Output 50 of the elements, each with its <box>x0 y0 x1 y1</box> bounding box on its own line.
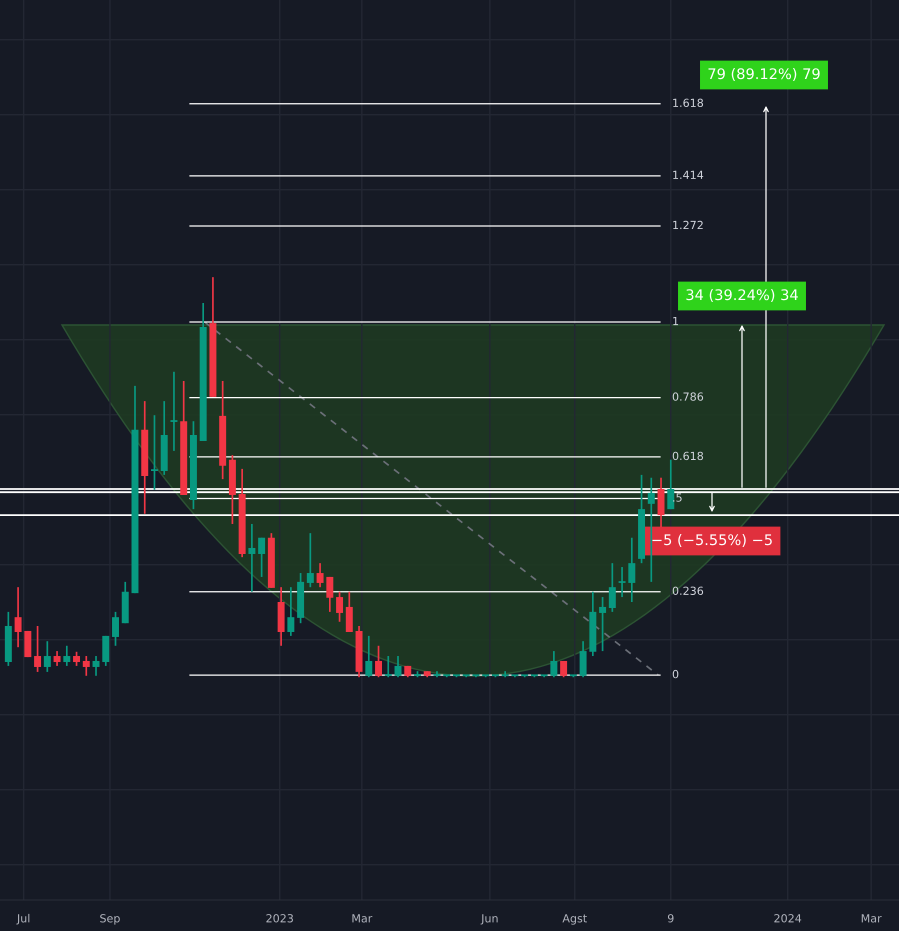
candlestick <box>73 650 80 667</box>
x-tick-label: Sep <box>100 914 120 925</box>
annotation: 34 (39.24%) 34 <box>686 288 798 302</box>
ref-line-label: 0.786 <box>672 392 704 401</box>
candlestick <box>258 536 266 578</box>
candlestick <box>394 655 402 678</box>
candlestick <box>54 650 61 667</box>
candlestick <box>44 640 51 673</box>
candlestick <box>170 370 178 452</box>
candlestick <box>326 576 334 613</box>
candlestick <box>248 523 256 593</box>
candlestick <box>628 536 636 603</box>
candlestick <box>365 635 372 678</box>
ref-line-label: 1.272 <box>673 220 703 230</box>
ref-line-label: 1 <box>673 316 678 326</box>
candlestick <box>150 414 158 491</box>
ref-line-label: 1.414 <box>673 170 704 179</box>
candlestick <box>384 655 392 678</box>
x-tick-label: 2024 <box>774 914 802 922</box>
x-tick-label: 2023 <box>266 914 293 922</box>
ref-line-label: 0.618 <box>672 452 704 460</box>
x-tick-label: 9 <box>668 914 674 922</box>
ref-line-label: .5 <box>673 494 682 502</box>
candlestick <box>34 625 42 673</box>
x-tick-label: Mar <box>352 914 372 922</box>
candlestick <box>112 611 119 647</box>
candlestick <box>63 644 70 667</box>
candlestick <box>14 586 22 648</box>
candlestick <box>375 644 382 678</box>
candlestick <box>618 566 626 598</box>
x-tick-label: Jul <box>16 914 30 925</box>
candlestick <box>336 590 344 623</box>
ref-line-label: 0 <box>672 670 678 678</box>
candlestick <box>306 532 314 588</box>
candlestick <box>92 655 100 677</box>
annotation: 79 (89.12%) 79 <box>708 68 820 81</box>
candlestick <box>667 458 674 510</box>
ref-line-label: 0.236 <box>672 586 704 595</box>
x-tick-label: Mar <box>862 914 882 922</box>
x-tick-label: Jun <box>480 914 498 925</box>
candlestick <box>560 660 568 678</box>
candlestick <box>599 596 606 652</box>
candlestick <box>550 650 558 678</box>
x-tick-label: Agst <box>562 914 587 925</box>
candlestick <box>608 562 616 613</box>
candlestick <box>287 586 294 637</box>
candlestick <box>82 655 90 677</box>
annotation: −5 (−5.55%) −5 <box>652 534 772 547</box>
ref-line-label: 1.618 <box>673 98 704 108</box>
candlestick <box>316 562 324 588</box>
